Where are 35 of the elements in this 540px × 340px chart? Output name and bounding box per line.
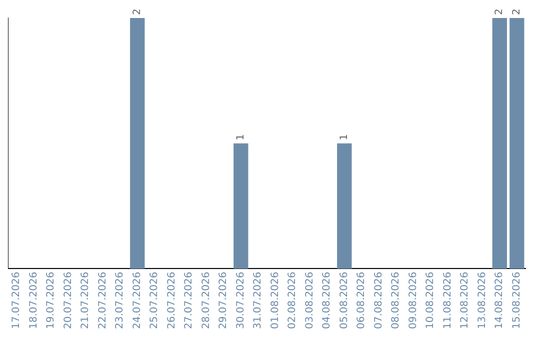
x-tick-label: 22.07.2026 xyxy=(97,272,108,330)
x-tick-label: 13.08.2026 xyxy=(476,272,488,330)
x-tick-label: 26.07.2026 xyxy=(166,272,178,330)
x-tick-label: 14.08.2026 xyxy=(494,272,506,330)
x-tick-label: 09.08.2026 xyxy=(408,272,419,330)
x-tick-label: 01.08.2026 xyxy=(270,272,281,330)
x-tick-label: 19.07.2026 xyxy=(46,272,57,330)
x-tick-label: 25.07.2026 xyxy=(149,272,160,330)
x-tick-label: 08.08.2026 xyxy=(390,272,402,330)
x-tick-label: 05.08.2026 xyxy=(338,272,350,330)
x-tick-label: 07.08.2026 xyxy=(373,272,384,330)
data-label: 1 xyxy=(235,134,246,140)
x-tick-label: 10.08.2026 xyxy=(425,272,436,330)
x-tick-label: 02.08.2026 xyxy=(287,272,298,330)
x-tick-label: 21.07.2026 xyxy=(80,272,92,330)
x-tick-label: 04.08.2026 xyxy=(322,272,333,330)
x-tick-label: 11.08.2026 xyxy=(442,272,454,330)
x-tick-label: 29.07.2026 xyxy=(218,272,230,330)
x-tick-label: 30.07.2026 xyxy=(235,272,246,330)
x-tick-label: 03.08.2026 xyxy=(304,272,316,330)
x-tick-label: 28.07.2026 xyxy=(200,272,212,330)
data-label: 2 xyxy=(511,8,522,15)
data-label: 1 xyxy=(338,134,350,140)
x-tick-label: 20.07.2026 xyxy=(62,272,74,330)
data-label: 2 xyxy=(132,8,143,15)
x-tick-label: 15.08.2026 xyxy=(511,272,522,330)
x-tick-label: 12.08.2026 xyxy=(460,272,471,330)
x-tick-label: 31.07.2026 xyxy=(252,272,264,330)
data-label: 2 xyxy=(494,8,506,15)
x-tick-label: 18.07.2026 xyxy=(28,272,40,330)
x-tick-label: 24.07.2026 xyxy=(132,272,143,330)
x-tick-label: 23.07.2026 xyxy=(114,272,126,330)
x-tick-label: 06.08.2026 xyxy=(356,272,368,330)
x-tick-label: 27.07.2026 xyxy=(184,272,195,330)
x-tick-label: 17.07.2026 xyxy=(11,272,22,330)
